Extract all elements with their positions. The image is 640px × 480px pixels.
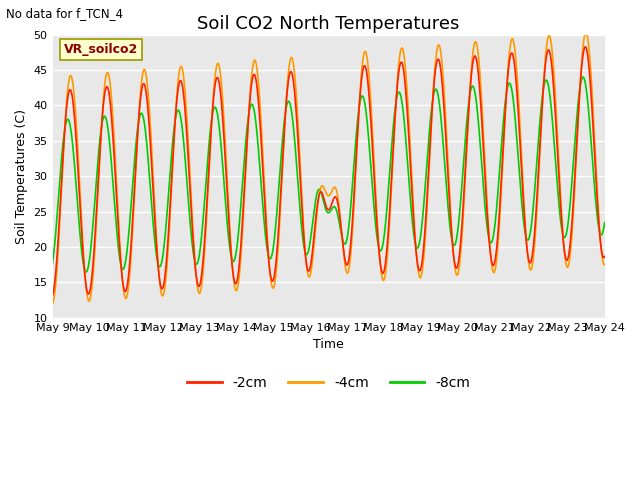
Legend: -2cm, -4cm, -8cm: -2cm, -4cm, -8cm xyxy=(181,371,476,396)
X-axis label: Time: Time xyxy=(313,338,344,351)
Title: Soil CO2 North Temperatures: Soil CO2 North Temperatures xyxy=(197,15,460,33)
Text: No data for f_TCN_4: No data for f_TCN_4 xyxy=(6,7,124,20)
Y-axis label: Soil Temperatures (C): Soil Temperatures (C) xyxy=(15,108,28,244)
Text: VR_soilco2: VR_soilco2 xyxy=(63,43,138,56)
